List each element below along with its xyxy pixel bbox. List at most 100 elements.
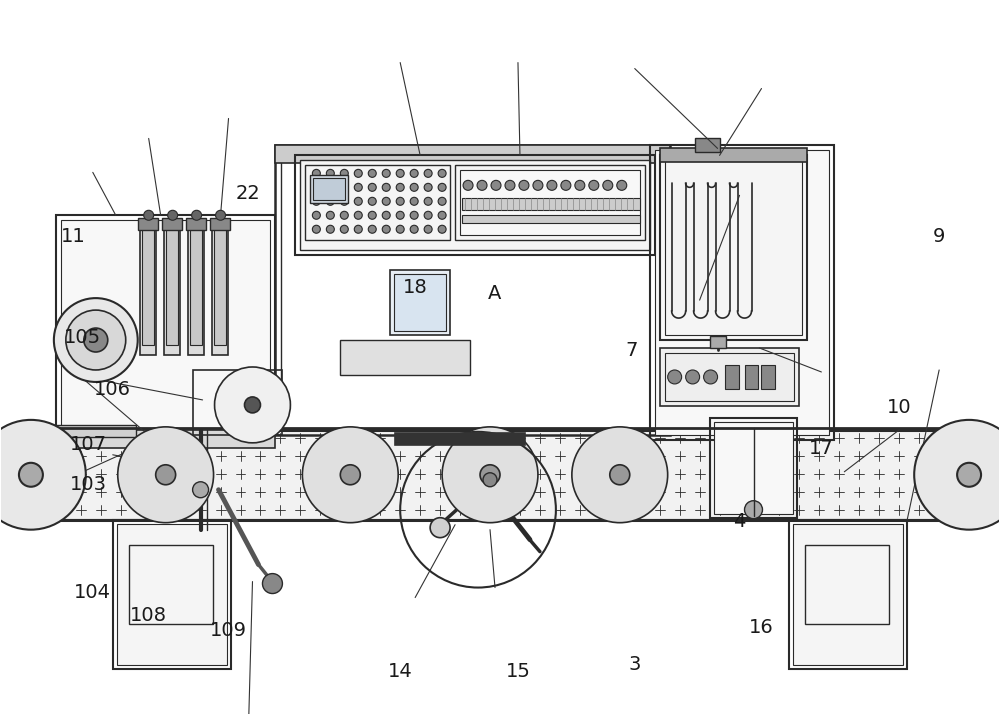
Circle shape (382, 169, 390, 177)
Bar (394, 274, 446, 331)
Bar (310, 175, 348, 203)
Circle shape (19, 463, 43, 487)
Bar (462, 198, 640, 210)
Circle shape (302, 427, 398, 523)
Bar (745, 365, 758, 389)
Text: 14: 14 (388, 662, 413, 681)
Circle shape (617, 180, 627, 190)
Circle shape (430, 518, 450, 538)
Bar (56, 430, 275, 448)
Bar (117, 523, 227, 666)
Circle shape (216, 210, 226, 220)
Bar (295, 155, 655, 255)
Bar (142, 225, 154, 345)
Circle shape (575, 180, 585, 190)
Circle shape (463, 180, 473, 190)
Text: 15: 15 (506, 662, 530, 681)
Circle shape (368, 183, 376, 192)
Bar (281, 152, 664, 429)
Bar (455, 165, 645, 240)
Circle shape (66, 310, 126, 370)
Bar (313, 178, 345, 200)
Circle shape (477, 180, 487, 190)
Text: 17: 17 (809, 439, 834, 458)
Bar (56, 425, 136, 437)
Circle shape (326, 183, 334, 192)
Bar (660, 348, 799, 406)
Circle shape (610, 465, 630, 485)
Bar (31, 430, 969, 520)
Circle shape (312, 212, 320, 220)
Circle shape (686, 370, 700, 384)
Text: 107: 107 (70, 435, 107, 454)
Circle shape (340, 169, 348, 177)
Circle shape (957, 463, 981, 487)
Circle shape (424, 212, 432, 220)
Circle shape (410, 169, 418, 177)
Circle shape (410, 225, 418, 233)
Circle shape (312, 225, 320, 233)
Text: A: A (488, 284, 502, 302)
Bar (660, 155, 807, 340)
Circle shape (368, 212, 376, 220)
Circle shape (340, 212, 348, 220)
Circle shape (547, 180, 557, 190)
Circle shape (340, 225, 348, 233)
Circle shape (326, 212, 334, 220)
Circle shape (54, 298, 138, 382)
Circle shape (312, 169, 320, 177)
Circle shape (480, 465, 500, 485)
Circle shape (354, 225, 362, 233)
Bar (665, 353, 794, 401)
Text: 10: 10 (887, 398, 912, 417)
Circle shape (438, 197, 446, 205)
Circle shape (368, 169, 376, 177)
Text: 108: 108 (130, 606, 167, 626)
Bar (164, 220, 180, 355)
Circle shape (340, 183, 348, 192)
Bar (61, 220, 270, 430)
Bar (188, 220, 204, 355)
Circle shape (519, 180, 529, 190)
Circle shape (668, 370, 682, 384)
Circle shape (704, 370, 718, 384)
Circle shape (215, 367, 290, 443)
Circle shape (396, 225, 404, 233)
Circle shape (483, 473, 497, 487)
Circle shape (354, 169, 362, 177)
Circle shape (533, 180, 543, 190)
Circle shape (410, 197, 418, 205)
Circle shape (168, 210, 178, 220)
Bar (166, 225, 178, 345)
Circle shape (914, 420, 1000, 530)
Bar (658, 188, 682, 232)
Circle shape (244, 397, 260, 413)
Circle shape (382, 197, 390, 205)
Circle shape (442, 427, 538, 523)
Bar (214, 225, 226, 345)
Bar (462, 215, 640, 223)
Circle shape (589, 180, 599, 190)
Circle shape (396, 169, 404, 177)
Bar (140, 220, 156, 355)
Bar (212, 220, 228, 355)
Text: 7: 7 (626, 341, 638, 360)
Circle shape (396, 212, 404, 220)
Circle shape (603, 180, 613, 190)
Circle shape (382, 212, 390, 220)
Bar (190, 225, 202, 345)
Circle shape (382, 183, 390, 192)
Circle shape (424, 197, 432, 205)
Bar (275, 145, 670, 435)
Bar (655, 185, 685, 235)
Circle shape (410, 212, 418, 220)
Bar (395, 433, 525, 445)
Bar (695, 139, 720, 152)
Bar (710, 336, 726, 348)
Circle shape (491, 180, 501, 190)
Circle shape (368, 225, 376, 233)
Circle shape (438, 225, 446, 233)
Circle shape (156, 465, 176, 485)
Circle shape (326, 225, 334, 233)
Text: 105: 105 (64, 328, 101, 347)
